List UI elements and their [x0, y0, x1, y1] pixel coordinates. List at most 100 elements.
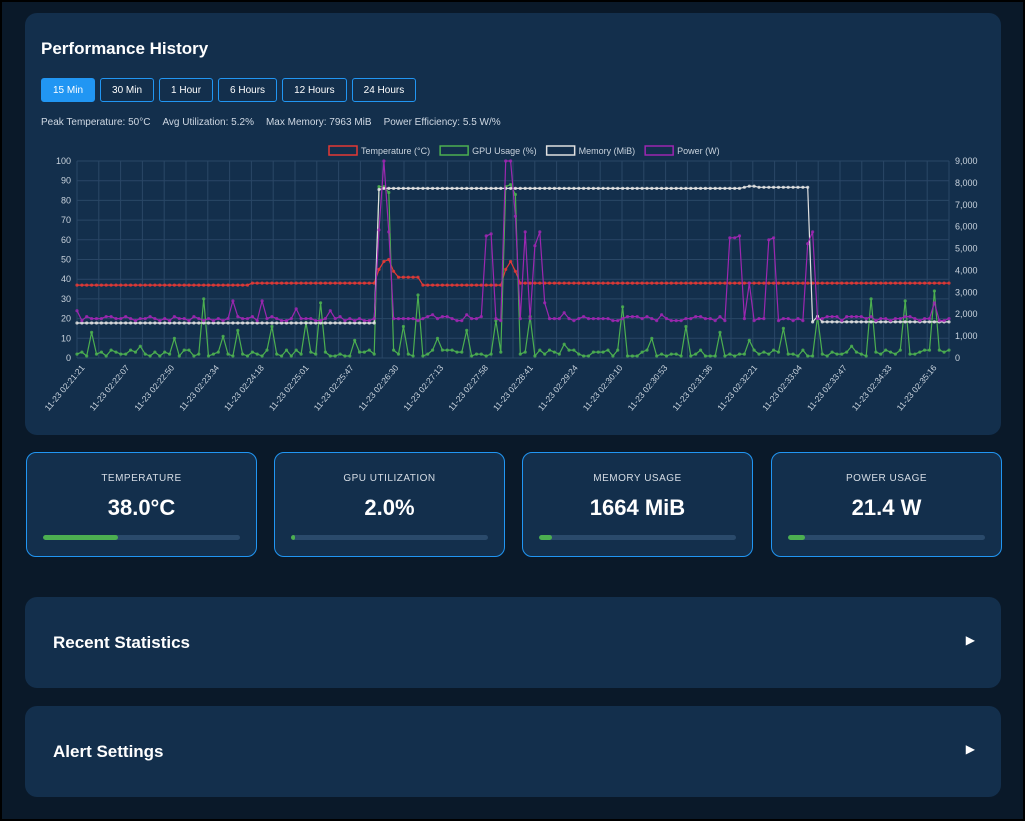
data-point — [309, 317, 313, 321]
expand-arrow-icon[interactable]: ▶ — [965, 633, 975, 647]
range-12hours-button[interactable]: 12 Hours — [282, 78, 347, 102]
x-tick-label: 11-23 02:21:21 — [43, 363, 87, 413]
data-point — [396, 275, 401, 279]
data-point — [168, 319, 172, 323]
data-point — [796, 281, 800, 285]
data-point — [879, 281, 883, 285]
data-point — [898, 320, 902, 324]
data-point — [660, 313, 664, 317]
data-point — [845, 315, 849, 319]
data-point — [343, 281, 347, 285]
data-point — [392, 317, 396, 321]
data-point — [947, 281, 951, 285]
data-point — [124, 283, 128, 287]
data-point — [465, 186, 469, 190]
data-point — [557, 352, 561, 356]
data-point — [791, 185, 795, 189]
data-point — [80, 321, 84, 325]
data-point — [362, 350, 366, 354]
data-point — [182, 317, 186, 321]
data-point — [893, 320, 898, 324]
data-point — [328, 281, 332, 285]
range-24hours-button[interactable]: 24 Hours — [351, 78, 417, 102]
data-point — [455, 319, 459, 323]
gpu-utilization-progress-fill — [291, 535, 295, 540]
data-point — [109, 348, 113, 352]
data-point — [762, 317, 766, 321]
x-tick-label: 11-23 02:30:10 — [581, 363, 625, 413]
data-point — [733, 354, 737, 358]
data-point — [450, 317, 454, 321]
data-point — [596, 317, 600, 321]
recent-statistics-section[interactable]: Recent Statistics ▶ — [25, 597, 1001, 688]
data-point — [177, 317, 181, 321]
data-point — [133, 283, 138, 287]
data-point — [908, 320, 912, 324]
data-point — [635, 315, 639, 319]
data-point — [694, 315, 698, 319]
y-left-tick-label: 60 — [61, 235, 71, 245]
data-point — [742, 185, 747, 189]
data-point — [625, 281, 630, 285]
data-point — [119, 317, 123, 321]
data-point — [216, 350, 220, 354]
data-point — [133, 319, 138, 323]
data-point — [567, 317, 571, 321]
data-point — [630, 186, 635, 190]
data-point — [708, 317, 712, 321]
data-point — [518, 352, 522, 356]
data-point — [75, 321, 79, 325]
data-point — [543, 352, 547, 356]
data-point — [669, 186, 673, 190]
data-point — [401, 317, 405, 321]
data-point — [523, 186, 527, 190]
data-point — [694, 281, 698, 285]
data-point — [431, 283, 435, 287]
data-point — [923, 348, 927, 352]
memory-usage-progress — [539, 535, 736, 540]
y-left-tick-label: 100 — [56, 156, 71, 166]
data-point — [513, 214, 517, 218]
range-6hours-button[interactable]: 6 Hours — [218, 78, 278, 102]
data-point — [596, 281, 600, 285]
data-point — [406, 275, 410, 279]
data-point — [382, 186, 386, 190]
data-point — [606, 348, 610, 352]
data-point — [611, 186, 615, 190]
data-point — [898, 348, 902, 352]
x-tick-label: 11-23 02:32:21 — [715, 363, 759, 413]
data-point — [168, 321, 172, 325]
data-point — [689, 317, 693, 321]
data-point — [275, 281, 279, 285]
data-point — [494, 283, 498, 287]
data-point — [747, 338, 751, 342]
expand-arrow-icon[interactable]: ▶ — [965, 742, 975, 756]
alert-settings-section[interactable]: Alert Settings ▶ — [25, 706, 1001, 797]
data-point — [450, 283, 454, 287]
data-point — [806, 281, 810, 285]
legend-label: GPU Usage (%) — [472, 146, 537, 156]
data-point — [387, 230, 391, 234]
data-point — [153, 283, 157, 287]
data-point — [859, 315, 863, 319]
data-point — [913, 320, 917, 324]
x-tick-label: 11-23 02:29:24 — [536, 363, 580, 413]
data-point — [869, 297, 873, 301]
range-15min-button[interactable]: 15 Min — [41, 78, 96, 102]
data-point — [85, 283, 89, 287]
range-30min-button[interactable]: 30 Min — [100, 78, 155, 102]
data-point — [596, 350, 600, 354]
data-point — [211, 321, 215, 325]
data-point — [499, 319, 503, 323]
peak-temperature-stat: Peak Temperature: 50°C — [41, 117, 151, 128]
data-point — [776, 185, 781, 189]
range-1hour-button[interactable]: 1 Hour — [159, 78, 214, 102]
data-point — [621, 317, 625, 321]
data-point — [908, 281, 912, 285]
data-point — [601, 350, 605, 354]
data-point — [440, 348, 444, 352]
data-point — [835, 352, 839, 356]
data-point — [245, 317, 250, 321]
data-point — [435, 283, 440, 287]
data-point — [533, 244, 537, 248]
